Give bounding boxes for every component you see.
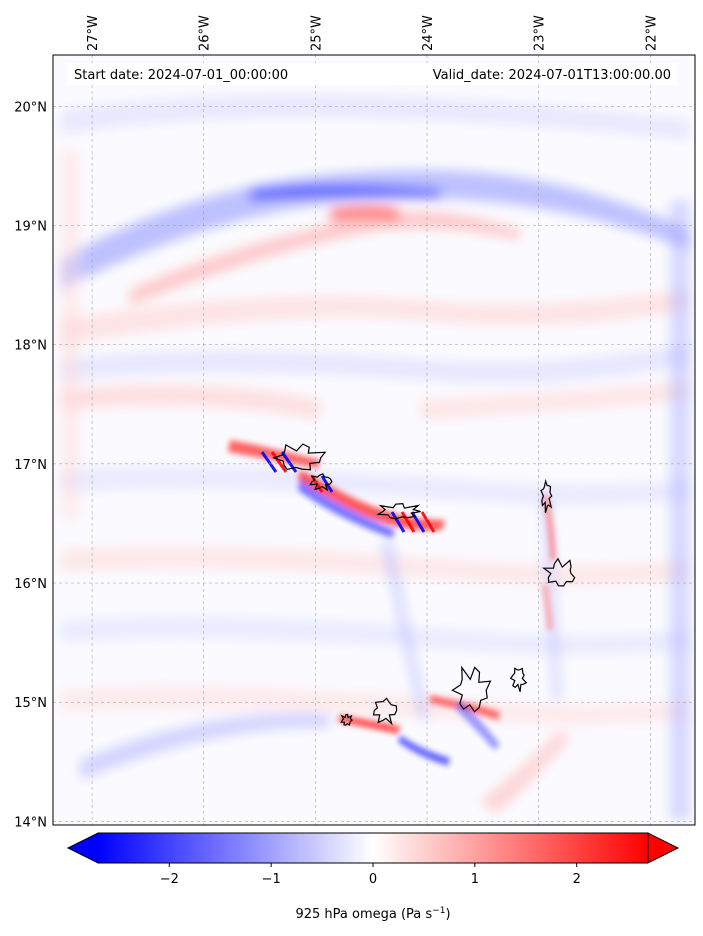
longitude-labels: 27°W 26°W 25°W 24°W 23°W 22°W bbox=[86, 15, 659, 51]
colorbar-tick-label: 2 bbox=[573, 872, 581, 887]
colorbar-tick-label: −1 bbox=[262, 872, 281, 887]
lat-tick-label: 20°N bbox=[14, 100, 47, 115]
coastlines bbox=[271, 443, 576, 726]
latitude-labels: 14°N 15°N 16°N 17°N 18°N 19°N 20°N bbox=[14, 100, 47, 830]
colorbar-low-extension bbox=[66, 832, 99, 864]
lat-tick-label: 14°N bbox=[14, 815, 47, 830]
island-coastline bbox=[376, 502, 421, 520]
island-coastline bbox=[451, 665, 492, 713]
lat-tick-label: 16°N bbox=[14, 577, 47, 592]
lon-tick-label: 24°W bbox=[421, 15, 436, 51]
colorbar-gradient bbox=[98, 833, 648, 863]
island-coastline bbox=[540, 479, 553, 514]
colorbar-high-extension bbox=[647, 832, 680, 864]
lat-tick-label: 18°N bbox=[14, 339, 47, 354]
lat-tick-label: 17°N bbox=[14, 458, 47, 473]
lat-tick-label: 15°N bbox=[14, 696, 47, 711]
colorbar-tick-label: 1 bbox=[471, 872, 479, 887]
island-coastline bbox=[271, 443, 327, 471]
island-coastline bbox=[340, 713, 353, 726]
lon-tick-label: 23°W bbox=[533, 15, 548, 51]
lat-tick-label: 19°N bbox=[14, 219, 47, 234]
start-date-text: Start date: 2024-07-01_00:00:00 bbox=[74, 68, 288, 83]
valid-date-text: Valid_date: 2024-07-01T13:00:00.00 bbox=[433, 68, 671, 83]
colorbar: −2 −1 0 1 2 925 hPa omega (Pa s−1) bbox=[66, 832, 680, 922]
lon-tick-label: 27°W bbox=[86, 15, 101, 51]
lon-tick-label: 22°W bbox=[644, 15, 659, 51]
colorbar-tick-label: 0 bbox=[369, 872, 377, 887]
lon-tick-label: 25°W bbox=[309, 15, 324, 51]
map-gridlines bbox=[53, 55, 695, 825]
island-coastline bbox=[372, 697, 398, 726]
colorbar-tick-label: −2 bbox=[160, 872, 179, 887]
colorbar-label: 925 hPa omega (Pa s−1) bbox=[295, 906, 450, 922]
info-box bbox=[67, 63, 677, 85]
map-frame bbox=[52, 54, 696, 826]
island-coastline bbox=[509, 667, 528, 692]
island-coastline bbox=[309, 473, 333, 492]
island-coastline bbox=[542, 557, 576, 587]
lon-tick-label: 26°W bbox=[198, 15, 213, 51]
colorbar-ticks: −2 −1 0 1 2 bbox=[160, 863, 581, 887]
omega-field bbox=[60, 94, 690, 820]
